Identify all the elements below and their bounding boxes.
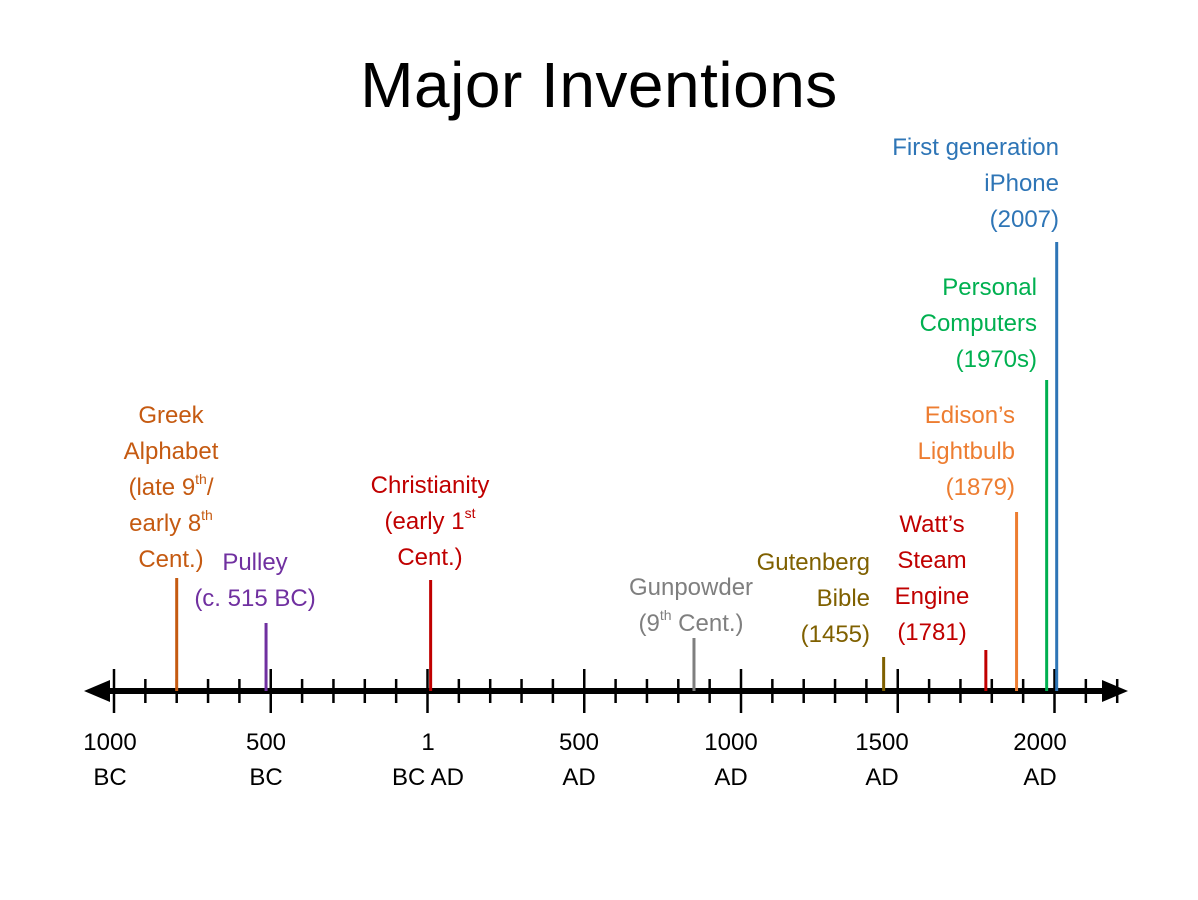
axis-label-1500ad: 1500 AD [855, 729, 909, 791]
event-label-gunpowder: Gunpowder (9th Cent.) [628, 574, 754, 637]
event-label-christianity: Christianity (early 1st Cent.) [370, 472, 490, 571]
axis-label-500bc: 500 BC [245, 729, 287, 791]
page-title: Major Inventions [360, 49, 838, 121]
axis-label-1: 1 BC AD [391, 729, 465, 791]
event-label-edisons-lightbulb: Edison’s Lightbulb (1879) [917, 402, 1015, 501]
event-label-first-generation-iphone: First generation iPhone (2007) [892, 134, 1059, 233]
event-label-pulley: Pulley (c. 515 BC) [194, 549, 316, 612]
axis-label-500ad: 500 AD [558, 729, 600, 791]
event-label-watts-steam-engine: Watt’s Steam Engine (1781) [894, 511, 970, 646]
event-label-gutenberg-bible: Gutenberg Bible (1455) [756, 549, 870, 648]
event-label-greek-alphabet: Greek Alphabet (late 9th/ early 8th Cent… [123, 402, 219, 573]
event-label-personal-computers: Personal Computers (1970s) [919, 274, 1037, 373]
axis-label-2000ad: 2000 AD [1013, 729, 1067, 791]
axis-arrow-left [84, 680, 110, 702]
axis-label-1000bc: 1000 BC [83, 729, 137, 791]
axis-label-1000ad: 1000 AD [704, 729, 758, 791]
axis-arrow-right [1102, 680, 1128, 702]
